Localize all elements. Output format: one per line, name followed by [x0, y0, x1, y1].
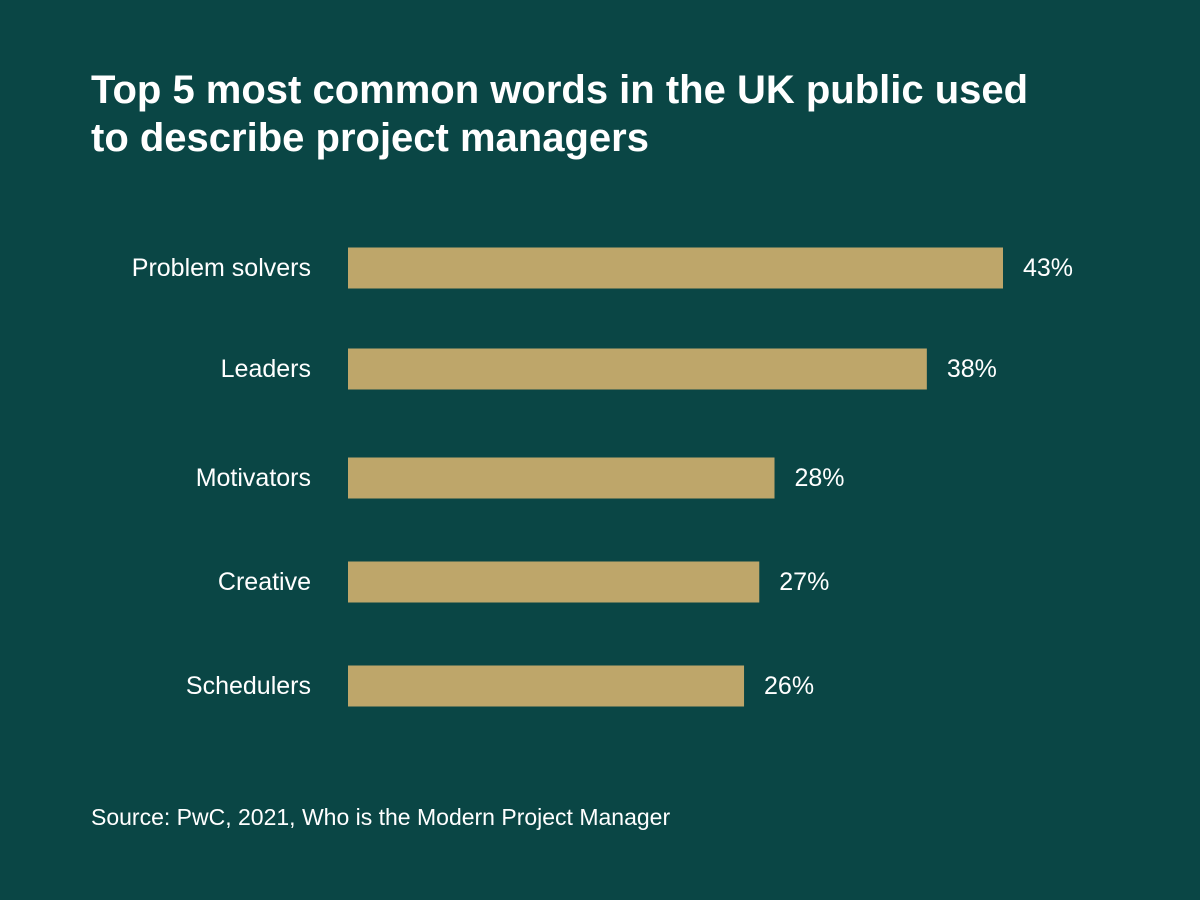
bar: [348, 457, 775, 499]
chart-title: Top 5 most common words in the UK public…: [91, 68, 1029, 160]
bars-layer: Problem solvers 43% Leaders 38% Motivators 28…: [132, 247, 1073, 707]
bar: [348, 348, 927, 390]
bar: [348, 247, 1003, 289]
category-label: Creative: [218, 568, 311, 596]
category-label: Schedulers: [186, 672, 311, 700]
value-label: 28%: [795, 464, 845, 492]
category-label: Motivators: [196, 464, 311, 492]
source-note: Source: PwC, 2021, Who is the Modern Pro…: [91, 804, 671, 830]
value-label: 27%: [779, 568, 829, 596]
bar: [348, 561, 760, 603]
category-label: Leaders: [221, 355, 311, 383]
value-label: 26%: [764, 672, 814, 700]
bar: [348, 665, 745, 707]
value-label: 38%: [947, 355, 997, 383]
value-label: 43%: [1023, 254, 1073, 282]
category-label: Problem solvers: [132, 254, 311, 282]
